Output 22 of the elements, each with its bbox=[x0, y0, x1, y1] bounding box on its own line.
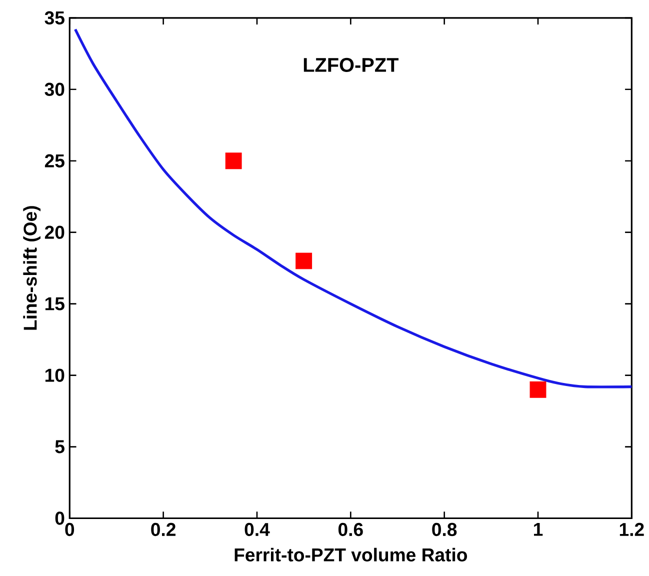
point bbox=[530, 381, 546, 398]
x-axis-title: Ferrit-to-PZT volume Ratio bbox=[234, 548, 468, 562]
x-tick-label: 0.4 bbox=[244, 522, 270, 536]
y-tick-label: 15 bbox=[45, 297, 64, 310]
x-tick-label: 0 bbox=[65, 522, 74, 536]
y-tick-label: 5 bbox=[55, 440, 64, 454]
y-tick-label: 20 bbox=[44, 226, 64, 239]
x-tick-label: 0.6 bbox=[338, 522, 363, 536]
x-tick-label: 1.2 bbox=[620, 522, 644, 536]
y-tick-label: 25 bbox=[44, 154, 64, 168]
y-tick-label: 0 bbox=[55, 512, 64, 525]
line-series bbox=[74, 28, 633, 388]
x-tick-label: 0.8 bbox=[432, 522, 457, 536]
y-tick-label: 10 bbox=[45, 368, 64, 382]
point bbox=[296, 252, 312, 270]
x-tick-label: 0.2 bbox=[151, 522, 176, 536]
x-tick-label: 1 bbox=[534, 522, 543, 536]
y-tick-label: 30 bbox=[44, 82, 64, 96]
y-tick-label: 35 bbox=[44, 11, 64, 25]
y-axis-title: Line-shift (Oe) bbox=[23, 206, 40, 330]
point bbox=[225, 152, 242, 170]
text: LZFO-PZT bbox=[304, 58, 399, 72]
